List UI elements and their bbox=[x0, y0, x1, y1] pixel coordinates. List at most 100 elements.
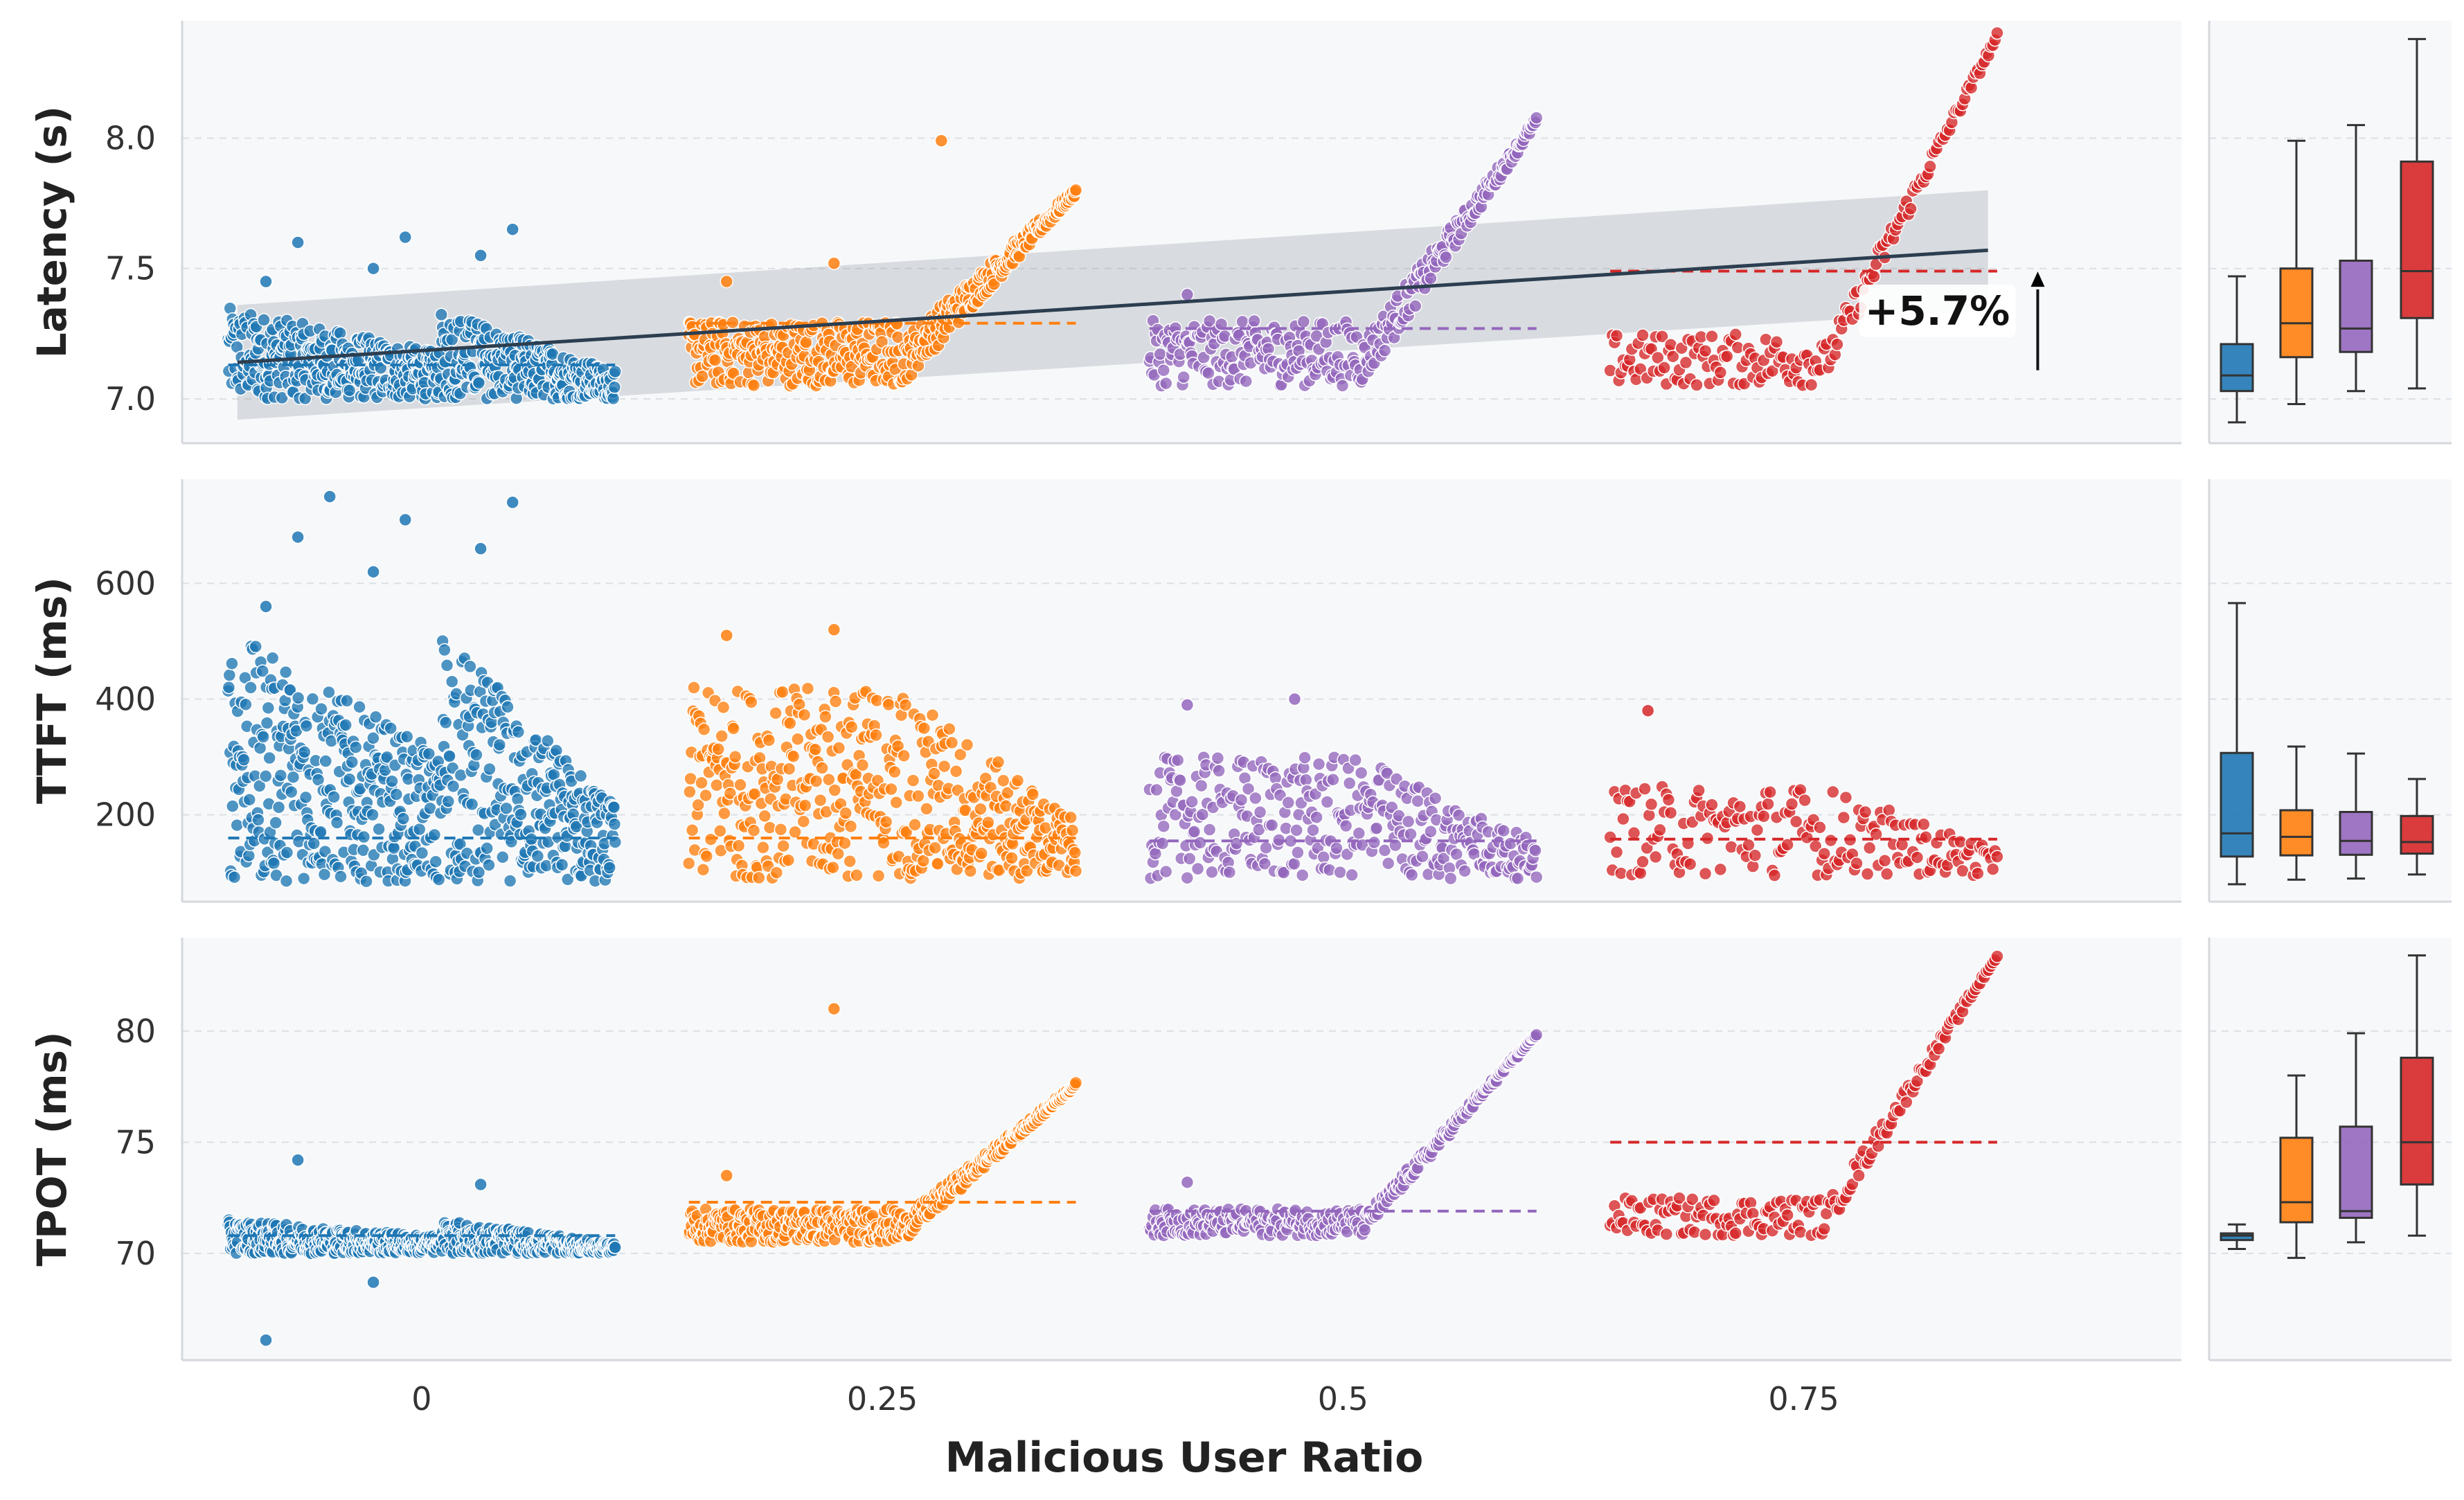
data-point bbox=[261, 701, 276, 715]
data-point bbox=[1644, 797, 1659, 812]
data-point bbox=[1798, 793, 1812, 807]
data-point bbox=[1860, 867, 1875, 881]
data-point bbox=[715, 729, 729, 743]
outlier-point bbox=[398, 230, 412, 244]
data-point bbox=[1010, 774, 1025, 787]
data-point bbox=[1068, 846, 1082, 859]
data-point bbox=[1510, 871, 1525, 886]
data-point bbox=[696, 863, 711, 877]
data-point bbox=[496, 850, 510, 864]
data-point bbox=[1170, 753, 1185, 767]
outlier-point bbox=[259, 274, 273, 289]
data-point bbox=[1306, 823, 1320, 837]
data-point bbox=[1443, 871, 1458, 886]
data-point bbox=[1159, 376, 1173, 391]
y-tick-label: 75 bbox=[115, 1123, 156, 1161]
data-point bbox=[1157, 819, 1171, 833]
data-point bbox=[333, 326, 347, 340]
data-point bbox=[503, 874, 517, 888]
y-tick-label: 7.5 bbox=[105, 250, 156, 287]
data-point bbox=[1312, 757, 1326, 771]
data-point bbox=[708, 353, 722, 367]
data-point bbox=[1333, 865, 1347, 880]
data-point bbox=[733, 778, 747, 792]
data-point bbox=[1342, 776, 1357, 790]
data-point bbox=[997, 774, 1010, 788]
data-point bbox=[274, 768, 288, 783]
data-point bbox=[1707, 1193, 1721, 1208]
outlier-point bbox=[398, 512, 412, 527]
data-point bbox=[297, 745, 312, 759]
data-point bbox=[1698, 866, 1713, 881]
data-point bbox=[889, 795, 903, 810]
box bbox=[2339, 810, 2373, 856]
data-point bbox=[305, 692, 320, 706]
data-point bbox=[1234, 793, 1249, 807]
data-point bbox=[796, 814, 811, 828]
data-point bbox=[608, 1240, 623, 1255]
data-point bbox=[1813, 821, 1827, 834]
data-point bbox=[1923, 159, 1937, 174]
data-point bbox=[1369, 821, 1384, 835]
data-point bbox=[1757, 810, 1771, 823]
data-point bbox=[1155, 837, 1170, 850]
data-point bbox=[1698, 1227, 1713, 1242]
data-point bbox=[699, 788, 713, 803]
data-point bbox=[1404, 868, 1419, 882]
data-point bbox=[1253, 805, 1267, 819]
outlier-point bbox=[259, 1333, 273, 1347]
data-point bbox=[699, 849, 714, 864]
data-point bbox=[752, 870, 766, 885]
data-point bbox=[786, 749, 801, 763]
data-point bbox=[731, 839, 746, 852]
outlier-point bbox=[366, 564, 380, 579]
data-point bbox=[530, 849, 545, 863]
data-point bbox=[1182, 852, 1197, 866]
data-point bbox=[1069, 183, 1083, 197]
data-point bbox=[1990, 850, 2004, 864]
data-point bbox=[465, 797, 479, 812]
data-point bbox=[483, 762, 497, 776]
data-point bbox=[492, 738, 507, 752]
box bbox=[2339, 1125, 2373, 1220]
data-point bbox=[265, 651, 280, 665]
data-point bbox=[1636, 328, 1650, 342]
x-tick-label: 0 bbox=[411, 1380, 431, 1418]
outlier-point bbox=[323, 490, 337, 503]
box bbox=[2279, 809, 2314, 857]
outlier-point bbox=[506, 495, 519, 510]
data-point bbox=[753, 751, 767, 765]
data-point bbox=[1729, 1226, 1742, 1240]
data-point bbox=[801, 681, 815, 695]
data-point bbox=[434, 307, 449, 322]
y-tick-label: 600 bbox=[95, 564, 156, 602]
data-point bbox=[1377, 343, 1392, 358]
data-point bbox=[1661, 793, 1676, 807]
x-tick-label: 0.25 bbox=[847, 1380, 918, 1418]
data-point bbox=[352, 700, 366, 714]
data-point bbox=[1663, 805, 1678, 820]
outlier-point bbox=[827, 623, 841, 637]
data-point bbox=[1904, 202, 1918, 216]
data-point bbox=[441, 794, 456, 808]
data-point bbox=[1381, 856, 1395, 870]
data-point bbox=[389, 787, 404, 801]
y-tick-label: 7.0 bbox=[105, 380, 156, 418]
data-point bbox=[949, 765, 963, 778]
data-point bbox=[340, 694, 354, 708]
data-point bbox=[1882, 803, 1896, 817]
data-point bbox=[342, 383, 357, 398]
data-point bbox=[788, 825, 802, 839]
data-point bbox=[1345, 868, 1359, 882]
data-point bbox=[974, 846, 988, 861]
data-point bbox=[1636, 855, 1650, 869]
data-point bbox=[908, 818, 922, 832]
data-point bbox=[431, 873, 446, 886]
data-point bbox=[345, 755, 359, 769]
box bbox=[2400, 1056, 2434, 1186]
data-point bbox=[999, 799, 1013, 813]
x-tick-label: 0.5 bbox=[1318, 1380, 1368, 1418]
